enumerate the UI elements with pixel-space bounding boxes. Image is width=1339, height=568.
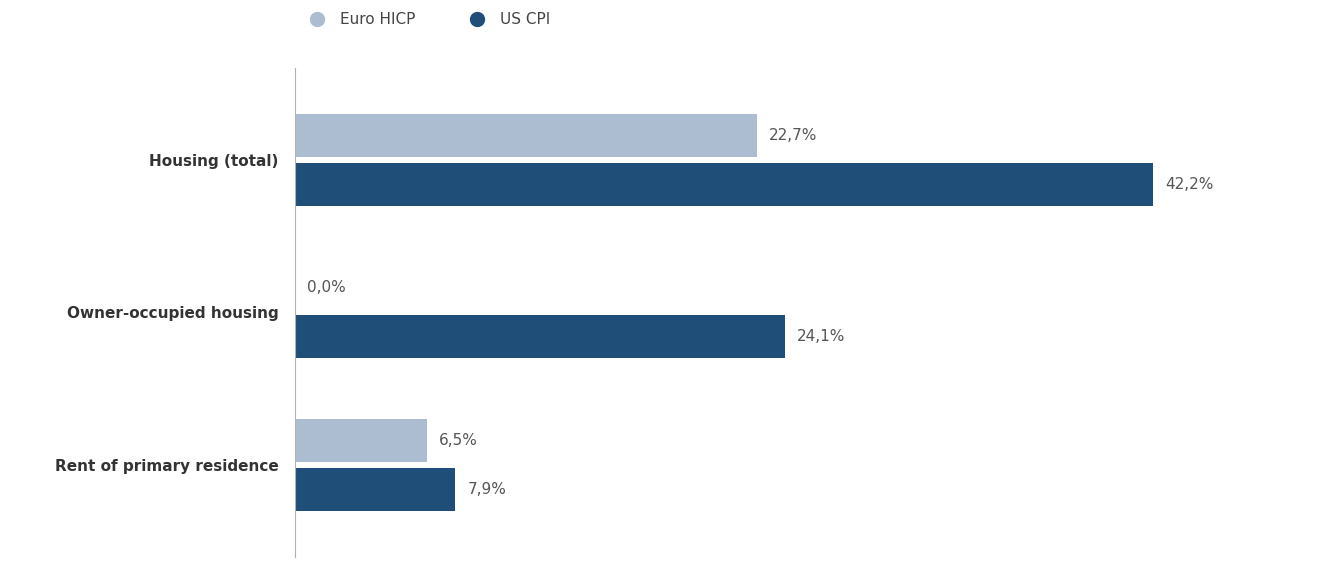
Text: 0,0%: 0,0% <box>307 281 345 295</box>
Text: 6,5%: 6,5% <box>439 433 478 448</box>
Bar <box>295 315 785 358</box>
Bar <box>295 163 1153 206</box>
Legend: Euro HICP, US CPI: Euro HICP, US CPI <box>303 12 550 27</box>
Text: 7,9%: 7,9% <box>467 482 506 497</box>
Bar <box>295 468 455 511</box>
Bar <box>295 419 427 462</box>
Bar <box>295 114 757 157</box>
Text: 24,1%: 24,1% <box>797 329 846 344</box>
Text: 22,7%: 22,7% <box>769 128 817 143</box>
Text: 42,2%: 42,2% <box>1166 177 1214 191</box>
